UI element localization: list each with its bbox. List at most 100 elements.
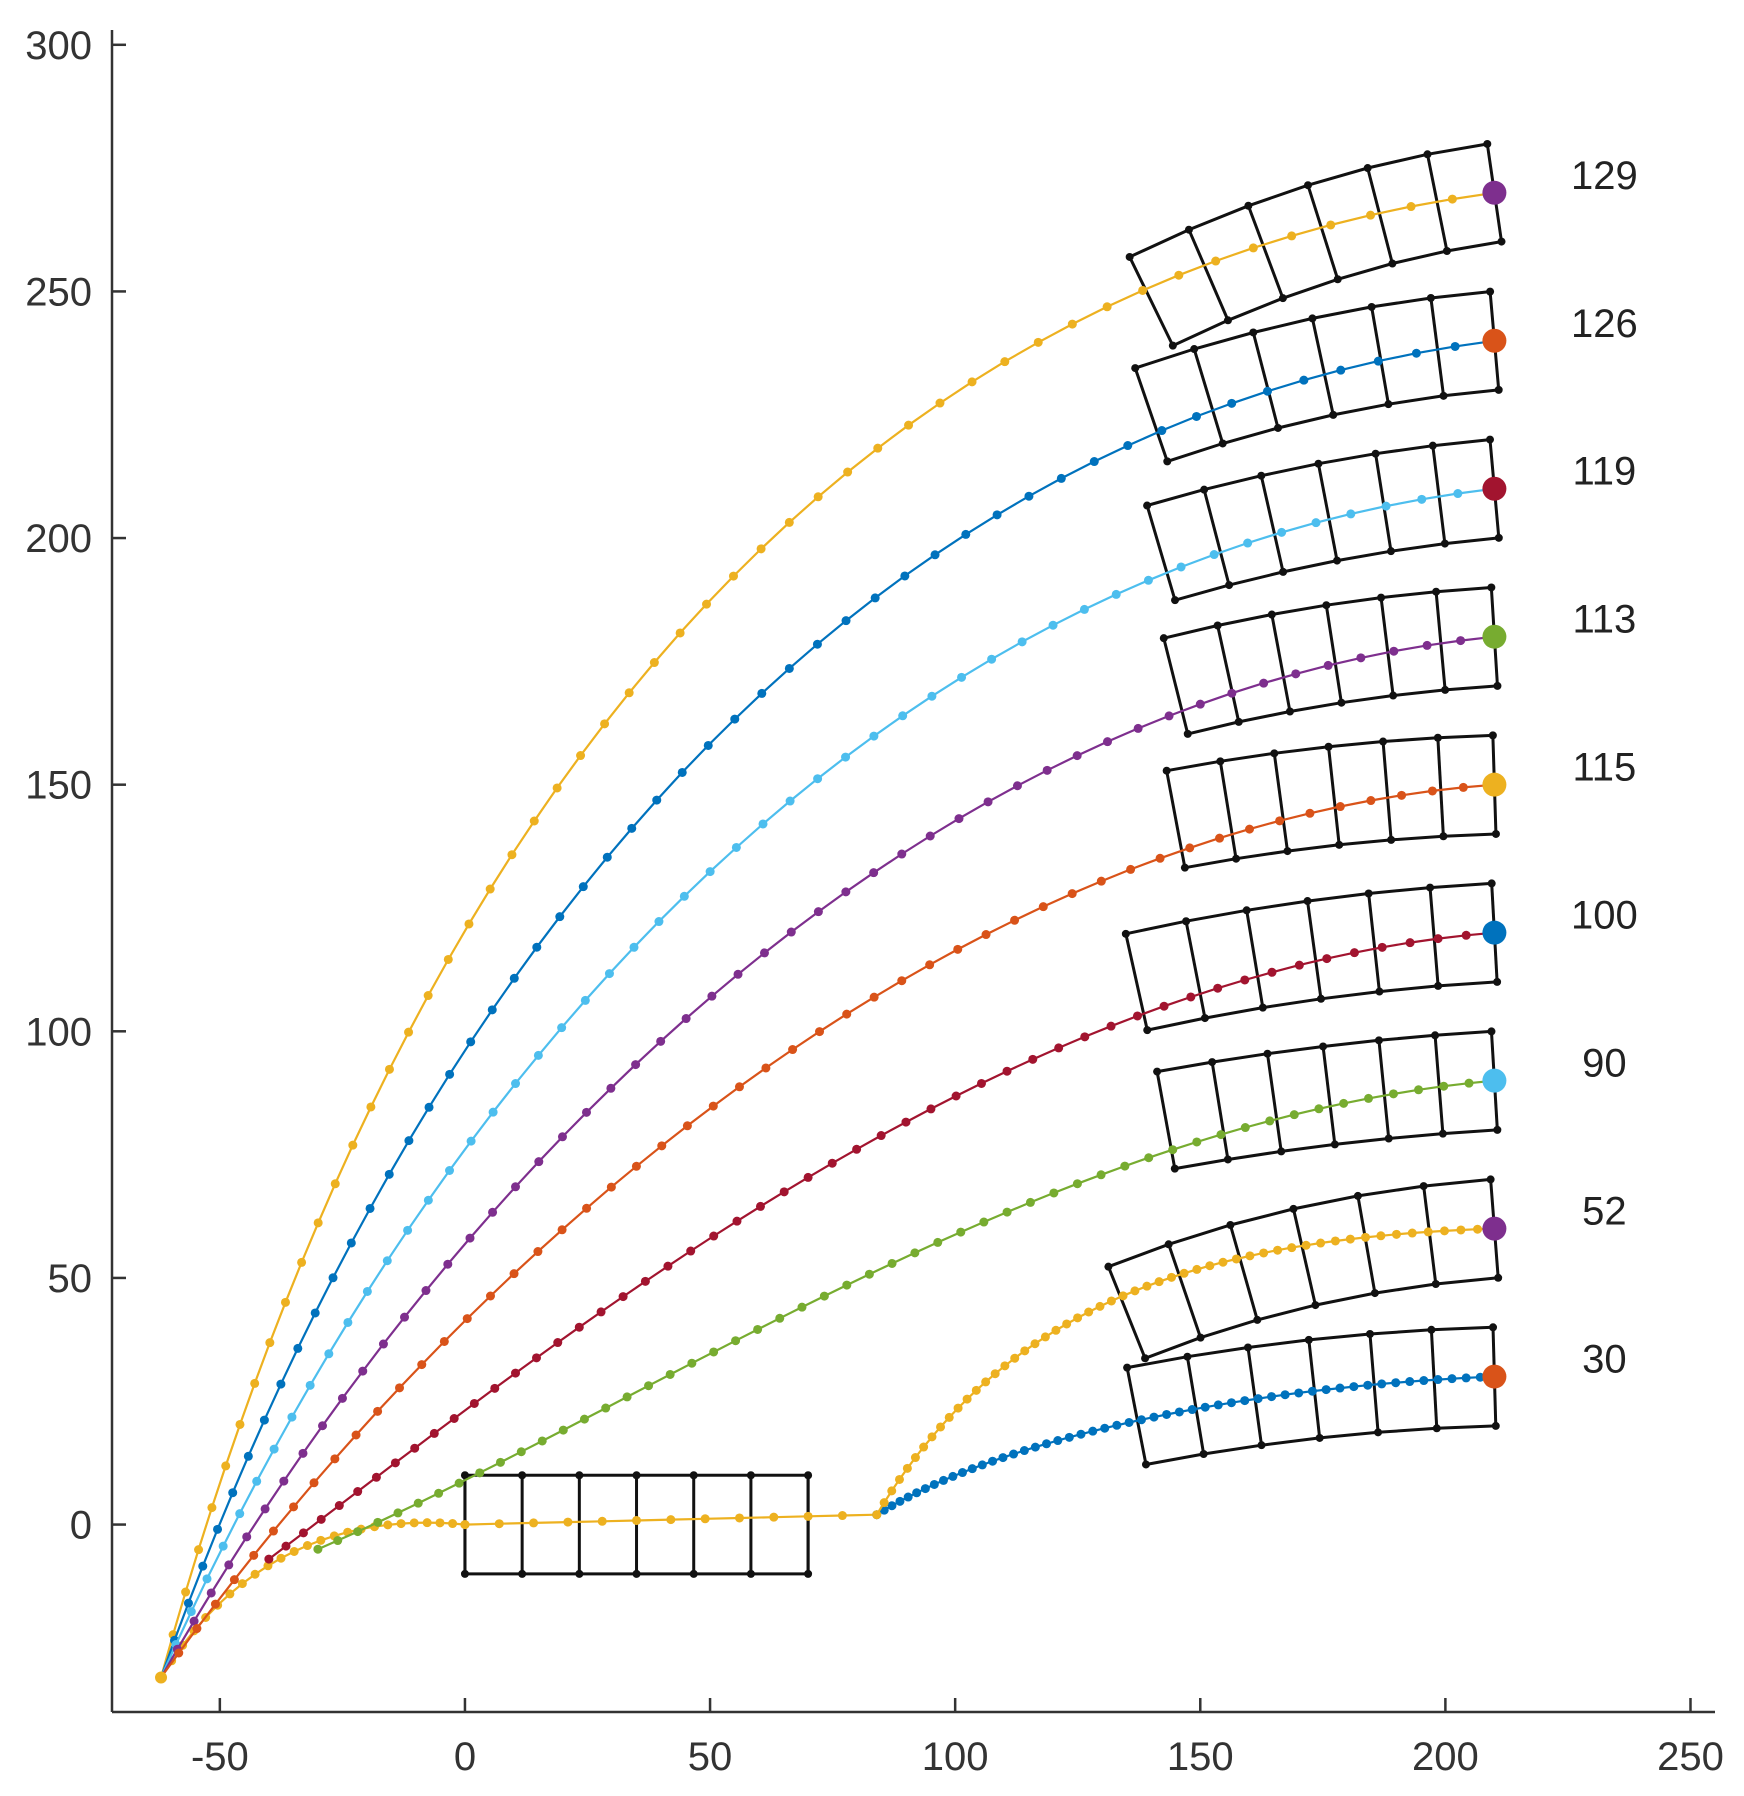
trajectory-point (1336, 365, 1346, 375)
footprint-node (1439, 832, 1448, 841)
trajectory-point (1062, 1319, 1072, 1329)
trajectory-point (709, 1347, 719, 1357)
trajectory-point (977, 1460, 987, 1470)
trajectory-point (242, 1532, 252, 1542)
trajectory-point (654, 917, 664, 927)
trajectory-point (445, 1069, 455, 1079)
trajectory-point (202, 1574, 212, 1584)
trajectory-point (1427, 786, 1437, 796)
trajectory-point (759, 948, 769, 958)
footprint-node (1143, 501, 1152, 510)
footprint-node (1183, 729, 1192, 738)
trajectory-point (624, 688, 634, 698)
footprint-divider (1128, 256, 1175, 347)
footprint-node (1370, 1289, 1379, 1298)
footprint-node (1225, 581, 1234, 590)
trajectory-point (533, 1050, 543, 1060)
footprint-divider (1218, 761, 1238, 859)
trajectory-point (293, 1343, 303, 1353)
footprint-node (1439, 391, 1448, 400)
trajectory-point (1211, 256, 1221, 266)
trajectory-point (1084, 1307, 1094, 1317)
trajectory-paths (156, 188, 1499, 1682)
trajectory-point (887, 1501, 897, 1511)
trajectory-point (682, 1121, 692, 1131)
trajectory-point (756, 544, 766, 554)
trajectory-point (1136, 1415, 1146, 1425)
trajectory-point (910, 1453, 920, 1463)
footprint-divider (1436, 737, 1445, 837)
trajectory-point (532, 942, 542, 952)
trajectory-point (1176, 562, 1186, 572)
trajectory-point (1405, 1377, 1415, 1387)
trajectory-point (1322, 954, 1332, 964)
trajectory-point (1377, 942, 1387, 952)
trajectory-point (902, 1463, 912, 1473)
trajectory-point (1388, 1089, 1398, 1099)
start-marker (155, 1671, 168, 1684)
straight-segment-point (563, 1517, 573, 1527)
trajectory-point (362, 1286, 372, 1296)
start-spur-point (448, 1519, 458, 1529)
trajectory-point (1038, 902, 1048, 912)
trajectory-point (813, 907, 823, 917)
footprint-node (1426, 293, 1435, 302)
trajectory-point (842, 1280, 852, 1290)
footprint-node (1257, 471, 1266, 480)
trajectory-point (313, 1218, 323, 1228)
footprint-node (1223, 1155, 1232, 1164)
straight-segment-point (666, 1515, 676, 1525)
footprint-divider (1429, 297, 1446, 397)
footprint-node (1316, 994, 1325, 1003)
straight-segment-point (597, 1516, 607, 1526)
y-tick-label: 50 (48, 1257, 93, 1301)
trajectory-point (1187, 1405, 1197, 1415)
footprint-node (1494, 533, 1503, 542)
trajectory-point (532, 1353, 542, 1363)
footprint-divider (1167, 1243, 1202, 1339)
trajectory-point (1042, 765, 1052, 775)
trajectory-point (487, 1005, 497, 1015)
footprint-node (518, 1569, 527, 1578)
x-tick-label: 100 (922, 1735, 989, 1779)
trajectory-point (707, 991, 717, 1001)
footprint-divider (1310, 318, 1335, 416)
trajectory-point (1167, 1272, 1177, 1282)
trajectory-point (1000, 1361, 1010, 1371)
trajectory-point (1473, 1224, 1483, 1234)
trajectory-point (1439, 1226, 1449, 1236)
trajectory-point (1025, 1197, 1035, 1207)
trajectory-point (353, 1487, 363, 1497)
footprint-node (1168, 341, 1177, 350)
trajectory-point (869, 868, 879, 878)
footprint-node (1257, 1441, 1266, 1450)
goal-label: 100 (1571, 894, 1638, 938)
trajectory-point (879, 1498, 889, 1508)
start-spur-point (289, 1546, 299, 1556)
trajectory-point (1095, 1301, 1105, 1311)
trajectory-point (1464, 1078, 1474, 1088)
footprint-node (1335, 840, 1344, 849)
trajectory-point (954, 814, 964, 824)
trajectory-point (842, 1009, 852, 1019)
footprint-node (1285, 707, 1294, 716)
start-spur-point (263, 1561, 273, 1571)
footprint-divider (1107, 1266, 1147, 1359)
trajectory-point (1154, 1277, 1164, 1287)
footprint-node (1441, 685, 1450, 694)
trajectory-point (488, 1207, 498, 1217)
trajectory-point (1164, 711, 1174, 721)
footprint-node (1182, 917, 1191, 926)
trajectory-point (987, 654, 997, 664)
trajectory-point (334, 1501, 344, 1511)
goal-label: 90 (1582, 1042, 1627, 1086)
footprint-node (1365, 1330, 1374, 1339)
trajectory-point (1103, 737, 1113, 747)
y-tick-label: 200 (25, 517, 92, 561)
trajectory-point (897, 976, 907, 986)
footprint-node (1387, 835, 1396, 844)
trajectory-point (206, 1588, 216, 1598)
trajectory-point (351, 1430, 361, 1440)
trajectory-point (268, 1526, 278, 1536)
trajectory-point (1020, 1346, 1030, 1356)
